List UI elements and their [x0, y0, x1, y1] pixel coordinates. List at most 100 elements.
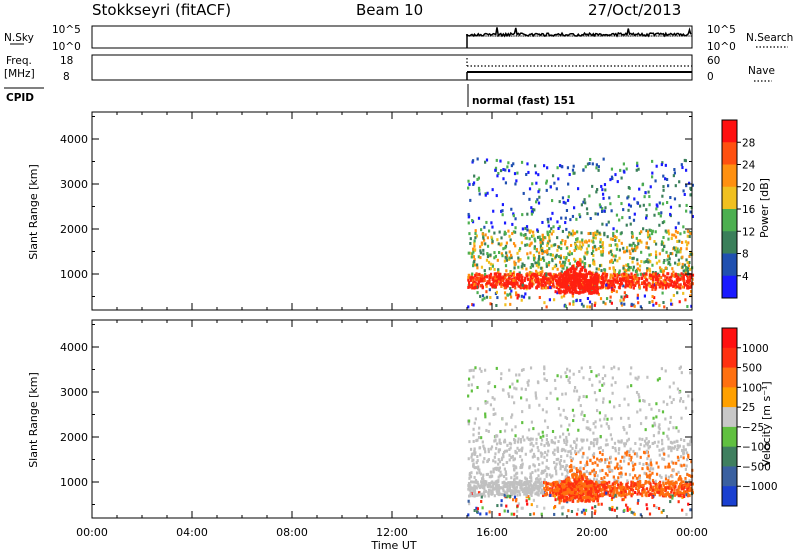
echo-cell [511, 222, 514, 226]
echo-cell [541, 461, 544, 465]
echo-cell [688, 474, 691, 478]
echo-cell [666, 481, 669, 485]
echo-cell [626, 450, 629, 454]
echo-cell [509, 446, 512, 450]
echo-cell [681, 495, 684, 499]
echo-cell [598, 264, 602, 268]
echo-cell [687, 493, 690, 497]
echo-cell [567, 450, 570, 454]
echo-cell [629, 447, 632, 451]
echo-cell [676, 247, 679, 251]
echo-cell [620, 471, 623, 475]
echo-cell [482, 248, 485, 252]
echo-cell [524, 483, 527, 487]
echo-cell [687, 277, 690, 281]
echo-cell [580, 499, 584, 503]
echo-cell [520, 265, 523, 269]
echo-cell [539, 435, 542, 439]
echo-cell [643, 399, 646, 403]
echo-cell [557, 290, 561, 294]
echo-cell [477, 482, 480, 486]
echo-cell [645, 286, 648, 290]
echo-cell [650, 407, 653, 411]
echo-cell [540, 238, 544, 242]
echo-cell [634, 283, 637, 287]
echo-cell [550, 275, 553, 279]
echo-cell [530, 476, 533, 480]
echo-cell [522, 483, 526, 487]
echo-cell [511, 272, 514, 276]
echo-cell [542, 494, 545, 498]
echo-cell [618, 269, 621, 273]
echo-cell [579, 460, 582, 464]
echo-cell [503, 509, 506, 513]
echo-cell [646, 457, 649, 461]
echo-cell [487, 229, 491, 233]
echo-cell [524, 233, 527, 237]
echo-cell [667, 475, 671, 479]
echo-cell [556, 283, 559, 287]
echo-cell [512, 458, 515, 462]
echo-cell [632, 476, 635, 480]
echo-cell [555, 187, 558, 191]
colorbar-segment [722, 486, 737, 507]
echo-cell [467, 383, 470, 387]
echo-cell [666, 177, 669, 181]
echo-cell [571, 233, 574, 237]
echo-cell [596, 291, 599, 295]
echo-cell [610, 253, 614, 257]
echo-cell [535, 181, 538, 185]
echo-cell [587, 279, 591, 283]
echo-cell [566, 367, 569, 371]
echo-cell [579, 491, 583, 495]
echo-cell [511, 283, 514, 287]
echo-cell [608, 285, 611, 289]
echo-cell [512, 214, 515, 218]
echo-cell [586, 281, 589, 285]
echo-cell [653, 440, 656, 444]
echo-cell [559, 264, 563, 268]
echo-cell [477, 431, 480, 435]
echo-cell [583, 511, 586, 515]
echo-cell [646, 467, 649, 471]
echo-cell [560, 506, 564, 510]
echo-cell [625, 482, 628, 486]
echo-cell [550, 227, 553, 231]
echo-cell [637, 478, 640, 482]
echo-cell [679, 490, 682, 494]
echo-cell [498, 448, 502, 452]
echo-cell [520, 479, 523, 483]
echo-cell [575, 238, 578, 242]
echo-cell [679, 277, 682, 281]
echo-cell [634, 462, 637, 466]
echo-cell [689, 481, 692, 485]
echo-cell [648, 445, 652, 449]
echo-cell [667, 465, 670, 469]
echo-cell [595, 163, 598, 167]
echo-cell [659, 276, 662, 280]
echo-cell [513, 495, 517, 499]
echo-cell [568, 465, 571, 469]
echo-cell [472, 458, 475, 462]
echo-cell [593, 244, 596, 248]
echo-cell [636, 267, 640, 271]
echo-cell [573, 472, 577, 476]
echo-cell [472, 181, 476, 185]
echo-cell [476, 480, 479, 484]
echo-cell [514, 278, 517, 282]
echo-cell [683, 491, 686, 495]
echo-cell [679, 250, 682, 254]
echo-cell [611, 260, 614, 264]
echo-cell [482, 491, 486, 495]
echo-cell [512, 242, 516, 246]
echo-cell [658, 453, 661, 457]
echo-cell [612, 492, 615, 496]
echo-cell [579, 404, 582, 408]
echo-cell [511, 277, 514, 281]
echo-cell [615, 290, 618, 294]
echo-cell [563, 492, 566, 496]
echo-cell [610, 209, 613, 213]
echo-cell [594, 486, 598, 490]
echo-cell [577, 283, 581, 287]
echo-cell [482, 460, 485, 464]
